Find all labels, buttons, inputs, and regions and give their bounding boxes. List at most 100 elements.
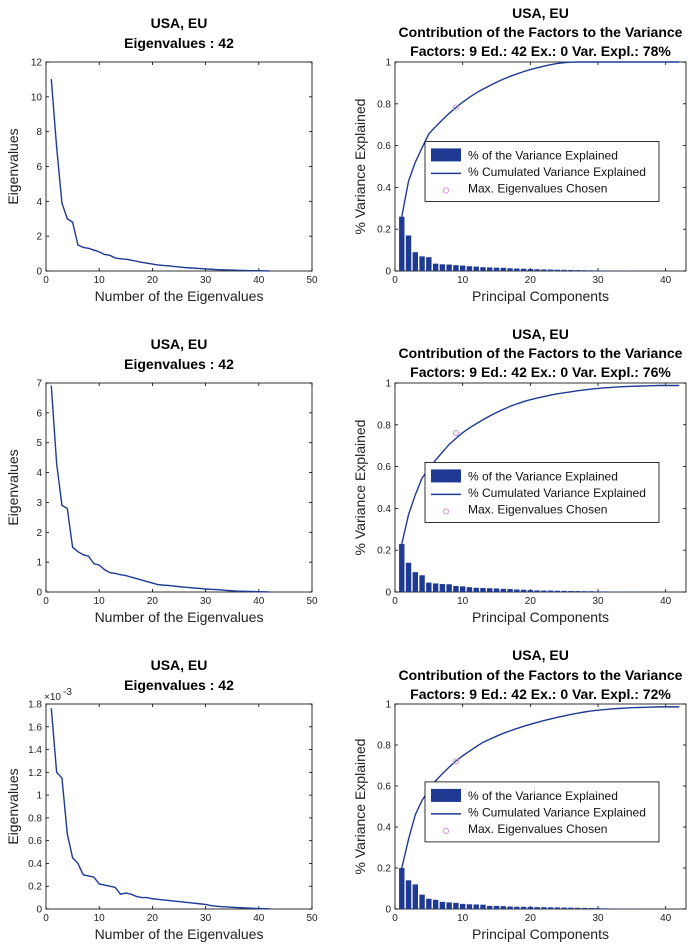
variance-bar: [595, 908, 601, 909]
eigenvalue-point: [82, 246, 84, 249]
eigenvalue-point: [146, 580, 148, 583]
eigenvalue-point: [215, 905, 217, 907]
y-axis-label: % Variance Explained: [352, 739, 368, 875]
variance-bar: [412, 884, 419, 909]
y-tick-label: 7: [36, 379, 42, 390]
eigenvalue-point: [189, 586, 191, 589]
eigenvalue-point: [98, 564, 100, 566]
x-tick-label: 20: [147, 275, 159, 286]
eigenvalue-point: [210, 268, 212, 270]
variance-bar: [554, 269, 561, 271]
eigenvalue-point: [130, 576, 132, 578]
x-tick-label: 40: [660, 913, 672, 924]
eigenvalue-point: [268, 591, 271, 593]
variance-bar: [419, 575, 425, 592]
x-axis-label: Number of the Eigenvalues: [95, 288, 264, 304]
chart-legend: % of the Variance Explained % Cumulated V…: [424, 781, 660, 843]
eigenvalue-point: [93, 876, 95, 878]
y-tick-label: 3: [36, 498, 42, 509]
variance-bar: [507, 589, 513, 592]
variance-bar: [568, 907, 574, 909]
x-tick-label: 20: [525, 275, 537, 286]
y-tick-label: 5: [36, 438, 42, 449]
eigenvalue-point: [194, 267, 196, 269]
variance-bar: [561, 590, 567, 592]
variance-bar: [500, 267, 506, 271]
eigenvalue-point: [194, 587, 196, 589]
x-axis-label: Principal Components: [472, 926, 609, 942]
chart-panel-4: USA, EU Contribution of the Factors to th…: [352, 326, 687, 625]
eigenvalue-point: [119, 574, 122, 576]
legend-box: [424, 141, 660, 202]
eigenvalue-point: [183, 901, 185, 903]
variance-bar: [405, 235, 412, 271]
chart-panel-5: USA, EU Eigenvalues : 42 0 10 20 30 40 50 0 0.2 0.…: [5, 657, 318, 942]
variance-bar: [500, 906, 506, 909]
y-tick-label: 0.8: [377, 420, 391, 431]
x-axis-label: Number of the Eigenvalues: [95, 926, 264, 942]
eigenvalue-point: [167, 584, 169, 587]
y-tick-label: 0.8: [377, 99, 391, 110]
eigenvalue-point: [263, 270, 265, 272]
variance-bar: [432, 583, 439, 592]
eigenvalue-point: [226, 906, 228, 908]
eigenvalue-point: [220, 269, 223, 271]
x-tick-label: 40: [253, 275, 265, 286]
eigenvalue-point: [247, 269, 249, 272]
y-tick-label: 1: [36, 558, 42, 569]
variance-bar: [446, 264, 452, 271]
eigenvalue-point: [114, 257, 116, 259]
y-tick-label: 0.2: [377, 225, 391, 236]
eigenvalue-point: [141, 897, 143, 899]
x-tick-label: 40: [660, 596, 672, 607]
y-tick-label: 0.2: [377, 546, 391, 557]
eigenvalue-point: [50, 78, 52, 81]
y-tick-label: 1.4: [28, 745, 42, 756]
variance-bar: [554, 590, 561, 592]
variance-bar: [405, 880, 412, 909]
legend-bar-swatch: [431, 148, 461, 162]
chart-panel-2: USA, EU Contribution of the Factors to th…: [352, 5, 687, 304]
variance-bar: [581, 591, 588, 592]
eigenvalue-point: [141, 261, 143, 263]
y-tick-label: 0: [36, 588, 42, 599]
y-tick-label: 1: [36, 791, 42, 802]
eigenvalue-point: [215, 269, 217, 271]
variance-bar: [541, 590, 547, 592]
chart-info: Factors: 9 Ed.: 42 Ex.: 0 Var. Expl.: 72…: [410, 686, 671, 702]
x-tick-label: 0: [392, 596, 398, 607]
chart-subtitle: Contribution of the Factors to the Varia…: [399, 667, 683, 683]
x-tick-label: 50: [306, 596, 318, 607]
y-tick-label: 0.8: [28, 813, 42, 824]
y-tick-label: 0.4: [377, 183, 391, 194]
variance-bar: [473, 587, 479, 592]
eigenvalue-point: [231, 590, 233, 592]
eigenvalue-point: [77, 551, 79, 553]
variance-bar: [608, 908, 615, 909]
variance-bar: [547, 269, 554, 271]
eigenvalue-point: [130, 259, 132, 261]
variance-bar: [487, 267, 493, 271]
eigenvalue-point: [119, 258, 122, 260]
chart-title: USA, EU: [512, 5, 569, 21]
variance-bar: [439, 584, 446, 592]
x-tick-label: 20: [525, 913, 537, 924]
x-tick-label: 10: [94, 596, 106, 607]
y-tick-label: 1: [385, 379, 391, 390]
variance-bar: [453, 585, 459, 592]
eigenvalue-point: [87, 555, 90, 557]
eigenvalue-point: [141, 579, 143, 581]
y-tick-label: 0: [36, 267, 42, 278]
variance-bar: [480, 267, 486, 271]
variance-bar: [466, 587, 473, 592]
cumulated-variance-line: [401, 61, 680, 217]
eigenvalue-point: [114, 572, 116, 575]
x-tick-label: 20: [525, 596, 537, 607]
legend-entry: % Cumulated Variance Explained: [468, 165, 646, 179]
eigenvalue-point: [268, 270, 271, 272]
x-tick-label: 10: [94, 275, 106, 286]
variance-bar: [568, 269, 574, 271]
x-tick-label: 30: [200, 913, 212, 924]
variance-bar: [547, 590, 554, 592]
variance-bar: [575, 591, 581, 592]
